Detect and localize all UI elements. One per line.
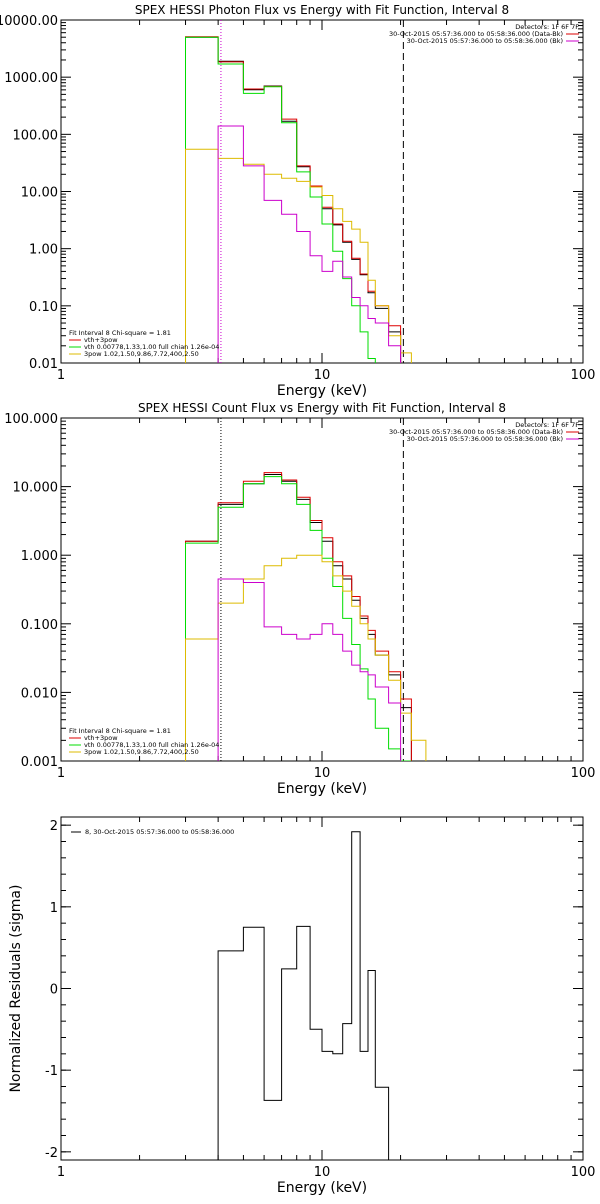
chart1-series-3-trace <box>185 36 376 363</box>
chart2-legend-fit-header: Fit Interval 8 Chi-square = 1.81 <box>69 727 171 735</box>
chart1-legend-fit-entry-3: 3pow 1.02,1.50,9.86,7.72,400,2.50 <box>84 350 199 358</box>
chart1-y-tick-label: 10000.00 <box>0 14 58 29</box>
chart3-plot-frame <box>60 816 584 1161</box>
chart1-legend-fit-entry-2: vth 0.00778,1.33,1.00 full chian 1.26e-0… <box>84 343 219 351</box>
chart3-y-tick-label: -2 <box>45 1146 58 1161</box>
chart3-series-1-trace <box>217 831 390 1160</box>
chart2-series-5-trace <box>217 578 402 761</box>
chart3-y-tick-label: 1 <box>50 901 58 916</box>
chart1-y-tick-label: 1000.00 <box>4 71 58 86</box>
chart2-series-2-trace <box>185 472 412 761</box>
chart2-legend-top-entry-2: 30-Oct-2015 05:57:36.000 to 05:58:36.000… <box>407 435 563 443</box>
chart1-legend-fit-header: Fit Interval 8 Chi-square = 1.81 <box>69 329 171 337</box>
chart1-series-1-trace <box>185 36 402 363</box>
chart1-y-tick-label: 0.01 <box>29 357 58 372</box>
chart1-series-5-trace <box>217 125 402 363</box>
chart2-plot-frame <box>60 417 584 762</box>
chart2-y-tick-label: 0.001 <box>21 755 58 770</box>
chart2-x-tick-label: 1 <box>57 766 65 781</box>
chart1-x-axis-label: Energy (keV) <box>277 383 367 399</box>
chart2-series-1-trace <box>185 474 412 761</box>
chart2-title: SPEX HESSI Count Flux vs Energy with Fit… <box>138 401 506 415</box>
chart3-x-tick-label: 100 <box>571 1165 596 1180</box>
chart3-y-tick-label: 2 <box>50 819 58 834</box>
chart2-y-tick-label: 1.000 <box>21 549 58 564</box>
chart1-x-tick-label: 100 <box>571 368 596 383</box>
chart1-legend-top-entry-2: 30-Oct-2015 05:57:36.000 to 05:58:36.000… <box>407 37 563 45</box>
chart1-y-tick-label: 100.00 <box>13 128 59 143</box>
chart2-y-tick-label: 100.000 <box>4 412 58 427</box>
chart2-series-4-trace <box>185 554 427 761</box>
chart3-legend-entry-1: 8, 30-Oct-2015 05:57:36.000 to 05:58:36.… <box>85 828 234 836</box>
chart2-series-3-trace <box>185 476 412 761</box>
chart3-x-tick-label: 10 <box>314 1165 331 1180</box>
chart1-x-tick-label: 10 <box>314 368 331 383</box>
chart1-series-4-trace <box>185 148 412 363</box>
chart1-y-tick-label: 10.00 <box>21 186 58 201</box>
chart1-legend-top-entry-1: 30-Oct-2015 05:57:36.000 to 05:58:36.000… <box>389 30 563 38</box>
chart2-y-tick-label: 10.000 <box>13 481 59 496</box>
chart3-y-axis-label: Normalized Residuals (sigma) <box>8 885 24 1093</box>
chart2-legend-top-entry-1: 30-Oct-2015 05:57:36.000 to 05:58:36.000… <box>389 428 563 436</box>
chart1-title: SPEX HESSI Photon Flux vs Energy with Fi… <box>135 3 509 17</box>
chart2-y-tick-label: 0.100 <box>21 618 58 633</box>
chart3-y-tick-label: -1 <box>45 1064 58 1079</box>
chart2-x-tick-label: 10 <box>314 766 331 781</box>
chart3-y-tick-label: 0 <box>50 983 58 998</box>
chart3-x-tick-label: 1 <box>57 1165 65 1180</box>
chart1-y-tick-label: 1.00 <box>29 243 58 258</box>
chart2-y-tick-label: 0.010 <box>21 686 58 701</box>
chart2-legend-fit-entry-3: 3pow 1.02,1.50,9.86,7.72,400,2.50 <box>84 748 199 756</box>
chart1-y-tick-label: 0.10 <box>29 300 58 315</box>
chart3-x-axis-label: Energy (keV) <box>277 1180 367 1196</box>
chart1-legend-detectors: Detectors: 1F 6F 7F <box>515 23 579 31</box>
chart2-legend-detectors: Detectors: 1F 6F 7F <box>515 421 579 429</box>
chart2-x-tick-label: 100 <box>571 766 596 781</box>
chart1-x-tick-label: 1 <box>57 368 65 383</box>
chart2-x-axis-label: Energy (keV) <box>277 781 367 797</box>
chart1-legend-fit-entry-1: vth+3pow <box>84 336 118 344</box>
chart2-legend-fit-entry-1: vth+3pow <box>84 734 118 742</box>
chart1-series-2-trace <box>185 36 402 363</box>
chart2-legend-fit-entry-2: vth 0.00778,1.33,1.00 full chian 1.26e-0… <box>84 741 219 749</box>
